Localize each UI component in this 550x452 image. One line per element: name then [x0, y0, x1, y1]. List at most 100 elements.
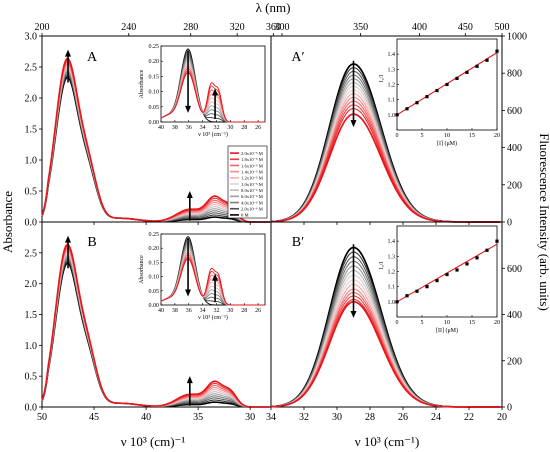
panel-B-xtick-label: 35 [193, 412, 203, 423]
top-axis-label: λ (nm) [256, 0, 291, 15]
sv-xtick-label: 5 [421, 320, 424, 326]
sv-point-B_prime_inset [455, 268, 459, 272]
inset-ytick-label: 0.25 [149, 232, 160, 238]
top-tick-label: 350 [353, 22, 368, 33]
arrow-A-head [186, 191, 193, 198]
panel-A-ytick-label: 0.0 [25, 218, 38, 229]
panel-A_prime-ytick-label: 600 [507, 106, 522, 117]
sv-point-B_prime_inset [405, 294, 409, 298]
panel-B_prime-xtick-label: 32 [299, 412, 309, 423]
arrow-B-head [186, 376, 193, 384]
inset-xtick-label: 32 [213, 308, 219, 314]
panel-A_prime-ytick-label: 1000 [507, 32, 527, 43]
inset-xtick-label: 30 [227, 308, 233, 314]
sv-point-B_prime_inset [445, 272, 449, 277]
inset-ylabel: Absorbance [139, 255, 145, 284]
sv-point-A_prime_inset [465, 70, 469, 74]
inset-arrow-down-A_inset-head [185, 105, 192, 113]
inset-xlabel: ν 10³ (cm⁻¹) [198, 314, 228, 321]
inset-series-line-A_inset [160, 72, 265, 123]
panel-A-ytick-label: 1.5 [25, 125, 38, 136]
inset-ytick-label: 0.20 [149, 246, 160, 252]
top-tick-label: 320 [230, 22, 245, 33]
sv-xtick-label: 0 [396, 133, 399, 139]
panel-B_prime-xtick-label: 28 [365, 412, 375, 423]
legend-label: 1.6x10⁻⁵ M [241, 163, 263, 168]
inset-ytick-label: 0.10 [149, 275, 160, 281]
inset-arrow-down-B_inset-head [185, 289, 192, 297]
top-tick-label: 200 [35, 22, 50, 33]
sv-xtick-label: 10 [444, 133, 450, 139]
x-axis-right-label: ν 10³ (cm⁻¹) [355, 434, 420, 449]
sv-xlabel: [II] (μM) [436, 327, 458, 334]
panel-A-ytick-label: 2.0 [25, 94, 38, 105]
inset-xlabel: ν 10³ (cm⁻¹) [198, 131, 228, 138]
inset-xtick-label: 38 [172, 308, 178, 314]
sv-point-A_prime_inset [455, 76, 459, 81]
legend-label: 8.0x10⁻⁶ M [241, 188, 263, 193]
panel-A-ytick-label: 3.0 [25, 32, 38, 43]
sv-xtick-label: 10 [444, 320, 450, 326]
panel-B-xtick-label: 30 [245, 412, 255, 423]
inset-xtick-label: 28 [241, 308, 247, 314]
sv-ytick-label: 1.2 [388, 270, 396, 276]
panel-B_prime-xtick-label: 20 [497, 412, 507, 423]
sv-xtick-label: 15 [469, 320, 475, 326]
inset-xtick-label: 32 [213, 125, 219, 131]
sv-ytick-label: 1.4 [388, 52, 396, 58]
y-axis-left-label: Absorbance [0, 191, 15, 253]
panel-B_prime-xtick-label: 34 [266, 412, 276, 423]
panel-B-ytick-label: 1.0 [25, 341, 38, 352]
sv-xtick-label: 20 [494, 133, 500, 139]
sv-xtick-label: 15 [469, 133, 475, 139]
top-tick-label: 400 [412, 22, 427, 33]
inset-xtick-label: 36 [186, 308, 192, 314]
panel-B_prime-xtick-label: 22 [464, 412, 474, 423]
sv-ytick-label: 1.3 [388, 254, 396, 260]
inset-xtick-label: 28 [241, 125, 247, 131]
sv-point-A_prime_inset [435, 88, 439, 93]
legend-label: 6.0x10⁻⁶ M [241, 194, 263, 199]
inset-xtick-label: 34 [200, 308, 206, 314]
sv-xtick-label: 0 [396, 320, 399, 326]
panel-A_prime-ytick-label: 0 [507, 218, 512, 229]
sv-ylabel: I₀/I [379, 262, 385, 270]
panel-B_prime-xtick-label: 26 [398, 412, 408, 423]
panel-B-ytick-label: 2.5 [25, 248, 38, 259]
inset-xtick-label: 34 [200, 125, 206, 131]
inset-ytick-label: 0.15 [149, 260, 160, 266]
y-axis-right-label: Fluorescence Intensity (arb. units) [537, 133, 550, 311]
inset-xtick-label: 40 [158, 308, 164, 314]
arrow-B-head [65, 235, 72, 243]
inset-arrow-up-A_inset-head [212, 88, 219, 96]
top-tick-label: 500 [495, 22, 510, 33]
inset-ytick-label: 0.25 [149, 44, 160, 50]
inset-ytick-label: 0.05 [149, 289, 160, 295]
panel-B-xtick-label: 50 [37, 412, 47, 423]
sv-ytick-label: 1.1 [388, 98, 396, 104]
top-tick-label: 240 [121, 22, 136, 33]
sv-xtick-label: 20 [494, 320, 500, 326]
sv-point-B_prime_inset [425, 285, 429, 289]
sv-ytick-label: 1.0 [388, 113, 396, 119]
panel-A-ytick-label: 0.5 [25, 187, 38, 198]
sv-point-B_prime_inset [475, 256, 479, 260]
top-tick-label: 300 [275, 22, 290, 33]
panel-A-ytick-label: 1.0 [25, 156, 38, 167]
arrow-A_prime-head [350, 120, 357, 128]
sv-point-A_prime_inset [485, 58, 489, 62]
inset-xtick-label: 26 [255, 125, 261, 131]
inset-ytick-label: 0.00 [149, 120, 160, 126]
panel-B_prime-xtick-label: 30 [332, 412, 342, 423]
sv-point-A_prime_inset [425, 95, 429, 99]
top-tick-label: 360 [266, 22, 281, 33]
panel-B-xtick-label: 40 [141, 412, 151, 423]
sv-point-A_prime_inset [475, 64, 479, 68]
panel-label-A_prime: A′ [291, 50, 304, 65]
panel-B_prime-ytick-label: 400 [507, 310, 522, 321]
panel-label-B: B [87, 235, 96, 250]
legend-box [227, 145, 268, 219]
legend-label: 2.0x10⁻⁶ M [241, 207, 263, 212]
sv-ytick-label: 1.4 [388, 239, 396, 245]
